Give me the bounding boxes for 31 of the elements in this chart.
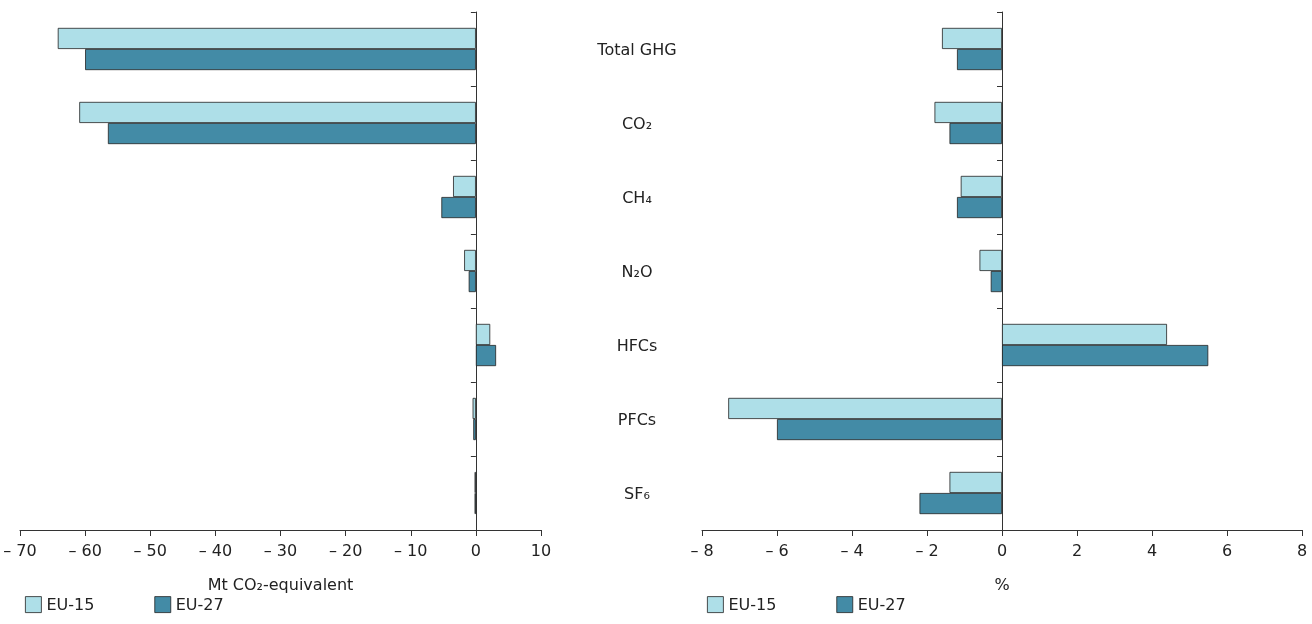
x-tick-label: – 2 — [915, 540, 939, 560]
x-tick-label: 0 — [996, 540, 1008, 560]
x-axis-title: Mt CO₂-equivalent — [207, 574, 354, 594]
x-tick-label: 6 — [1221, 540, 1233, 560]
x-tick-label: 4 — [1146, 540, 1158, 560]
x-tick-label: 8 — [1296, 540, 1308, 560]
y-tick-label: N₂O — [621, 261, 653, 281]
x-tick-label: 10 — [530, 540, 552, 560]
y-tick-label: CO₂ — [621, 113, 653, 133]
x-tick-label: – 40 — [198, 540, 233, 560]
x-tick-label: 0 — [470, 540, 481, 560]
x-tick-label: – 50 — [133, 540, 167, 560]
legend-label: EU-27 — [175, 595, 224, 615]
legend-label: EU-27 — [857, 595, 906, 615]
y-tick-label: PFCs — [617, 409, 657, 429]
x-tick-label: – 4 — [840, 540, 864, 560]
legend-label: EU-15 — [46, 595, 95, 615]
x-axis-title: % — [994, 574, 1010, 594]
y-tick-label: CH₄ — [622, 187, 652, 207]
x-tick-label: – 70 — [3, 540, 37, 560]
x-tick-label: – 10 — [394, 540, 428, 560]
legend-label: EU-15 — [728, 595, 777, 615]
x-tick-label: – 30 — [263, 540, 298, 560]
x-tick-label: – 6 — [765, 540, 789, 560]
y-tick-label: HFCs — [616, 335, 658, 355]
x-tick-label: – 8 — [690, 540, 714, 560]
x-tick-label: 2 — [1071, 540, 1083, 560]
y-tick-label: SF₆ — [624, 483, 650, 503]
x-tick-label: – 20 — [328, 540, 363, 560]
y-tick-label: Total GHG — [596, 39, 677, 59]
x-tick-label: – 60 — [68, 540, 102, 560]
